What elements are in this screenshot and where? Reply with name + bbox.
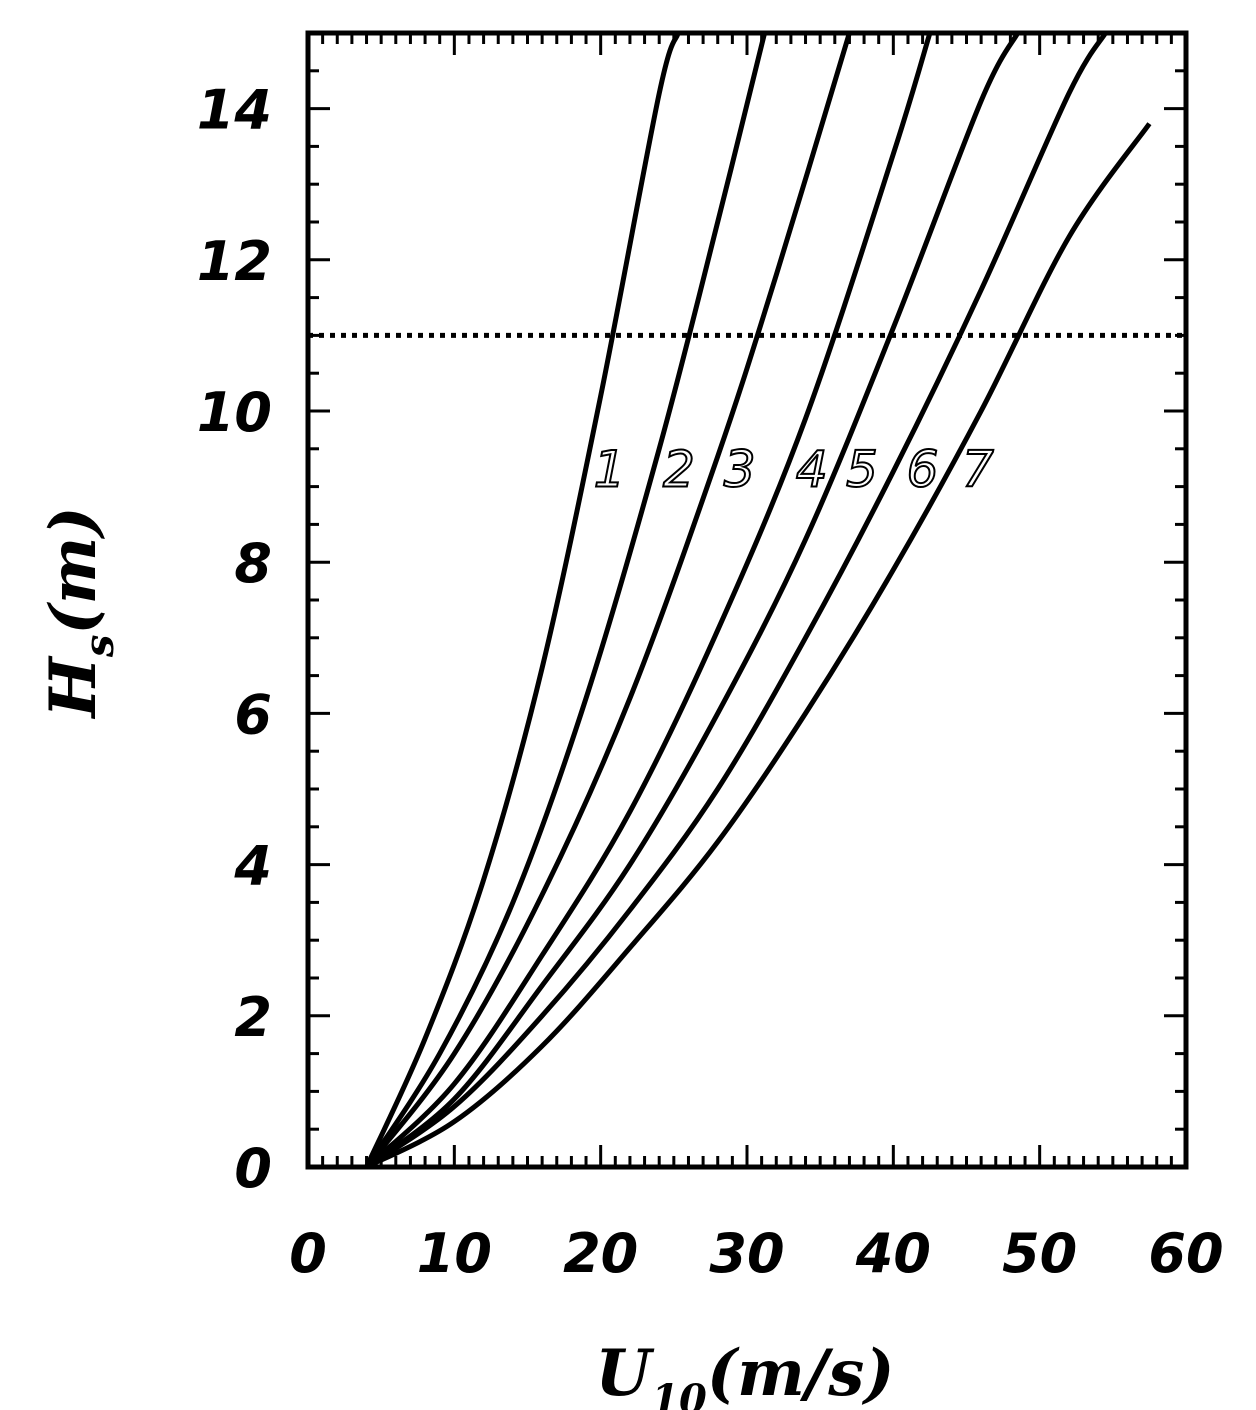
series-line-5 bbox=[364, 31, 1020, 1169]
y-tick-labels: 0 2 4 6 8 10 12 14 bbox=[197, 79, 272, 1200]
y-tick-label: 6 bbox=[234, 683, 272, 746]
y-tick-label: 0 bbox=[234, 1137, 272, 1200]
y-axis-title-main: H bbox=[36, 655, 111, 720]
curve-label-1: 1 bbox=[594, 440, 626, 498]
x-axis-title-main: U bbox=[595, 1336, 655, 1410]
x-tick-label: 10 bbox=[417, 1222, 492, 1285]
y-axis-title: Hs(m) bbox=[36, 506, 123, 719]
curve-label-5: 5 bbox=[846, 440, 878, 498]
curve-label-3: 3 bbox=[724, 440, 756, 498]
y-tick-label: 12 bbox=[197, 230, 272, 293]
plot-frame bbox=[305, 30, 1189, 1170]
x-tick-label: 30 bbox=[709, 1222, 784, 1285]
y-tick-label: 10 bbox=[197, 381, 272, 444]
x-axis-title-rest: (m/s) bbox=[707, 1336, 895, 1410]
curve-label-7: 7 bbox=[962, 440, 994, 498]
curve-label-2: 2 bbox=[663, 440, 695, 498]
y-axis-title-rest: (m) bbox=[36, 506, 111, 634]
series-lines bbox=[364, 31, 1152, 1170]
series-line-3 bbox=[364, 32, 852, 1169]
x-tick-label: 20 bbox=[563, 1222, 638, 1285]
y-tick-label: 14 bbox=[197, 79, 272, 142]
x-axis-title: U10(m/s) bbox=[595, 1336, 894, 1410]
curve-label-6: 6 bbox=[907, 440, 939, 498]
y-axis-title-sub: s bbox=[76, 635, 123, 659]
x-tick-label: 0 bbox=[289, 1222, 327, 1285]
x-tick-label: 40 bbox=[855, 1222, 931, 1285]
series-line-1 bbox=[364, 32, 681, 1169]
x-tick-label: 50 bbox=[1002, 1222, 1077, 1285]
y-tick-label: 8 bbox=[234, 532, 272, 595]
x-tick-labels: 0 10 20 30 40 50 60 bbox=[289, 1222, 1223, 1285]
y-tick-label: 2 bbox=[234, 986, 272, 1049]
series-line-4 bbox=[364, 32, 933, 1169]
series-line-6 bbox=[365, 31, 1108, 1170]
y-tick-label: 4 bbox=[233, 835, 272, 898]
series-line-2 bbox=[364, 32, 768, 1169]
curve-label-4: 4 bbox=[796, 440, 828, 498]
x-axis-title-sub: 10 bbox=[651, 1376, 707, 1410]
series-line-7 bbox=[365, 122, 1152, 1170]
x-tick-label: 60 bbox=[1148, 1222, 1223, 1285]
